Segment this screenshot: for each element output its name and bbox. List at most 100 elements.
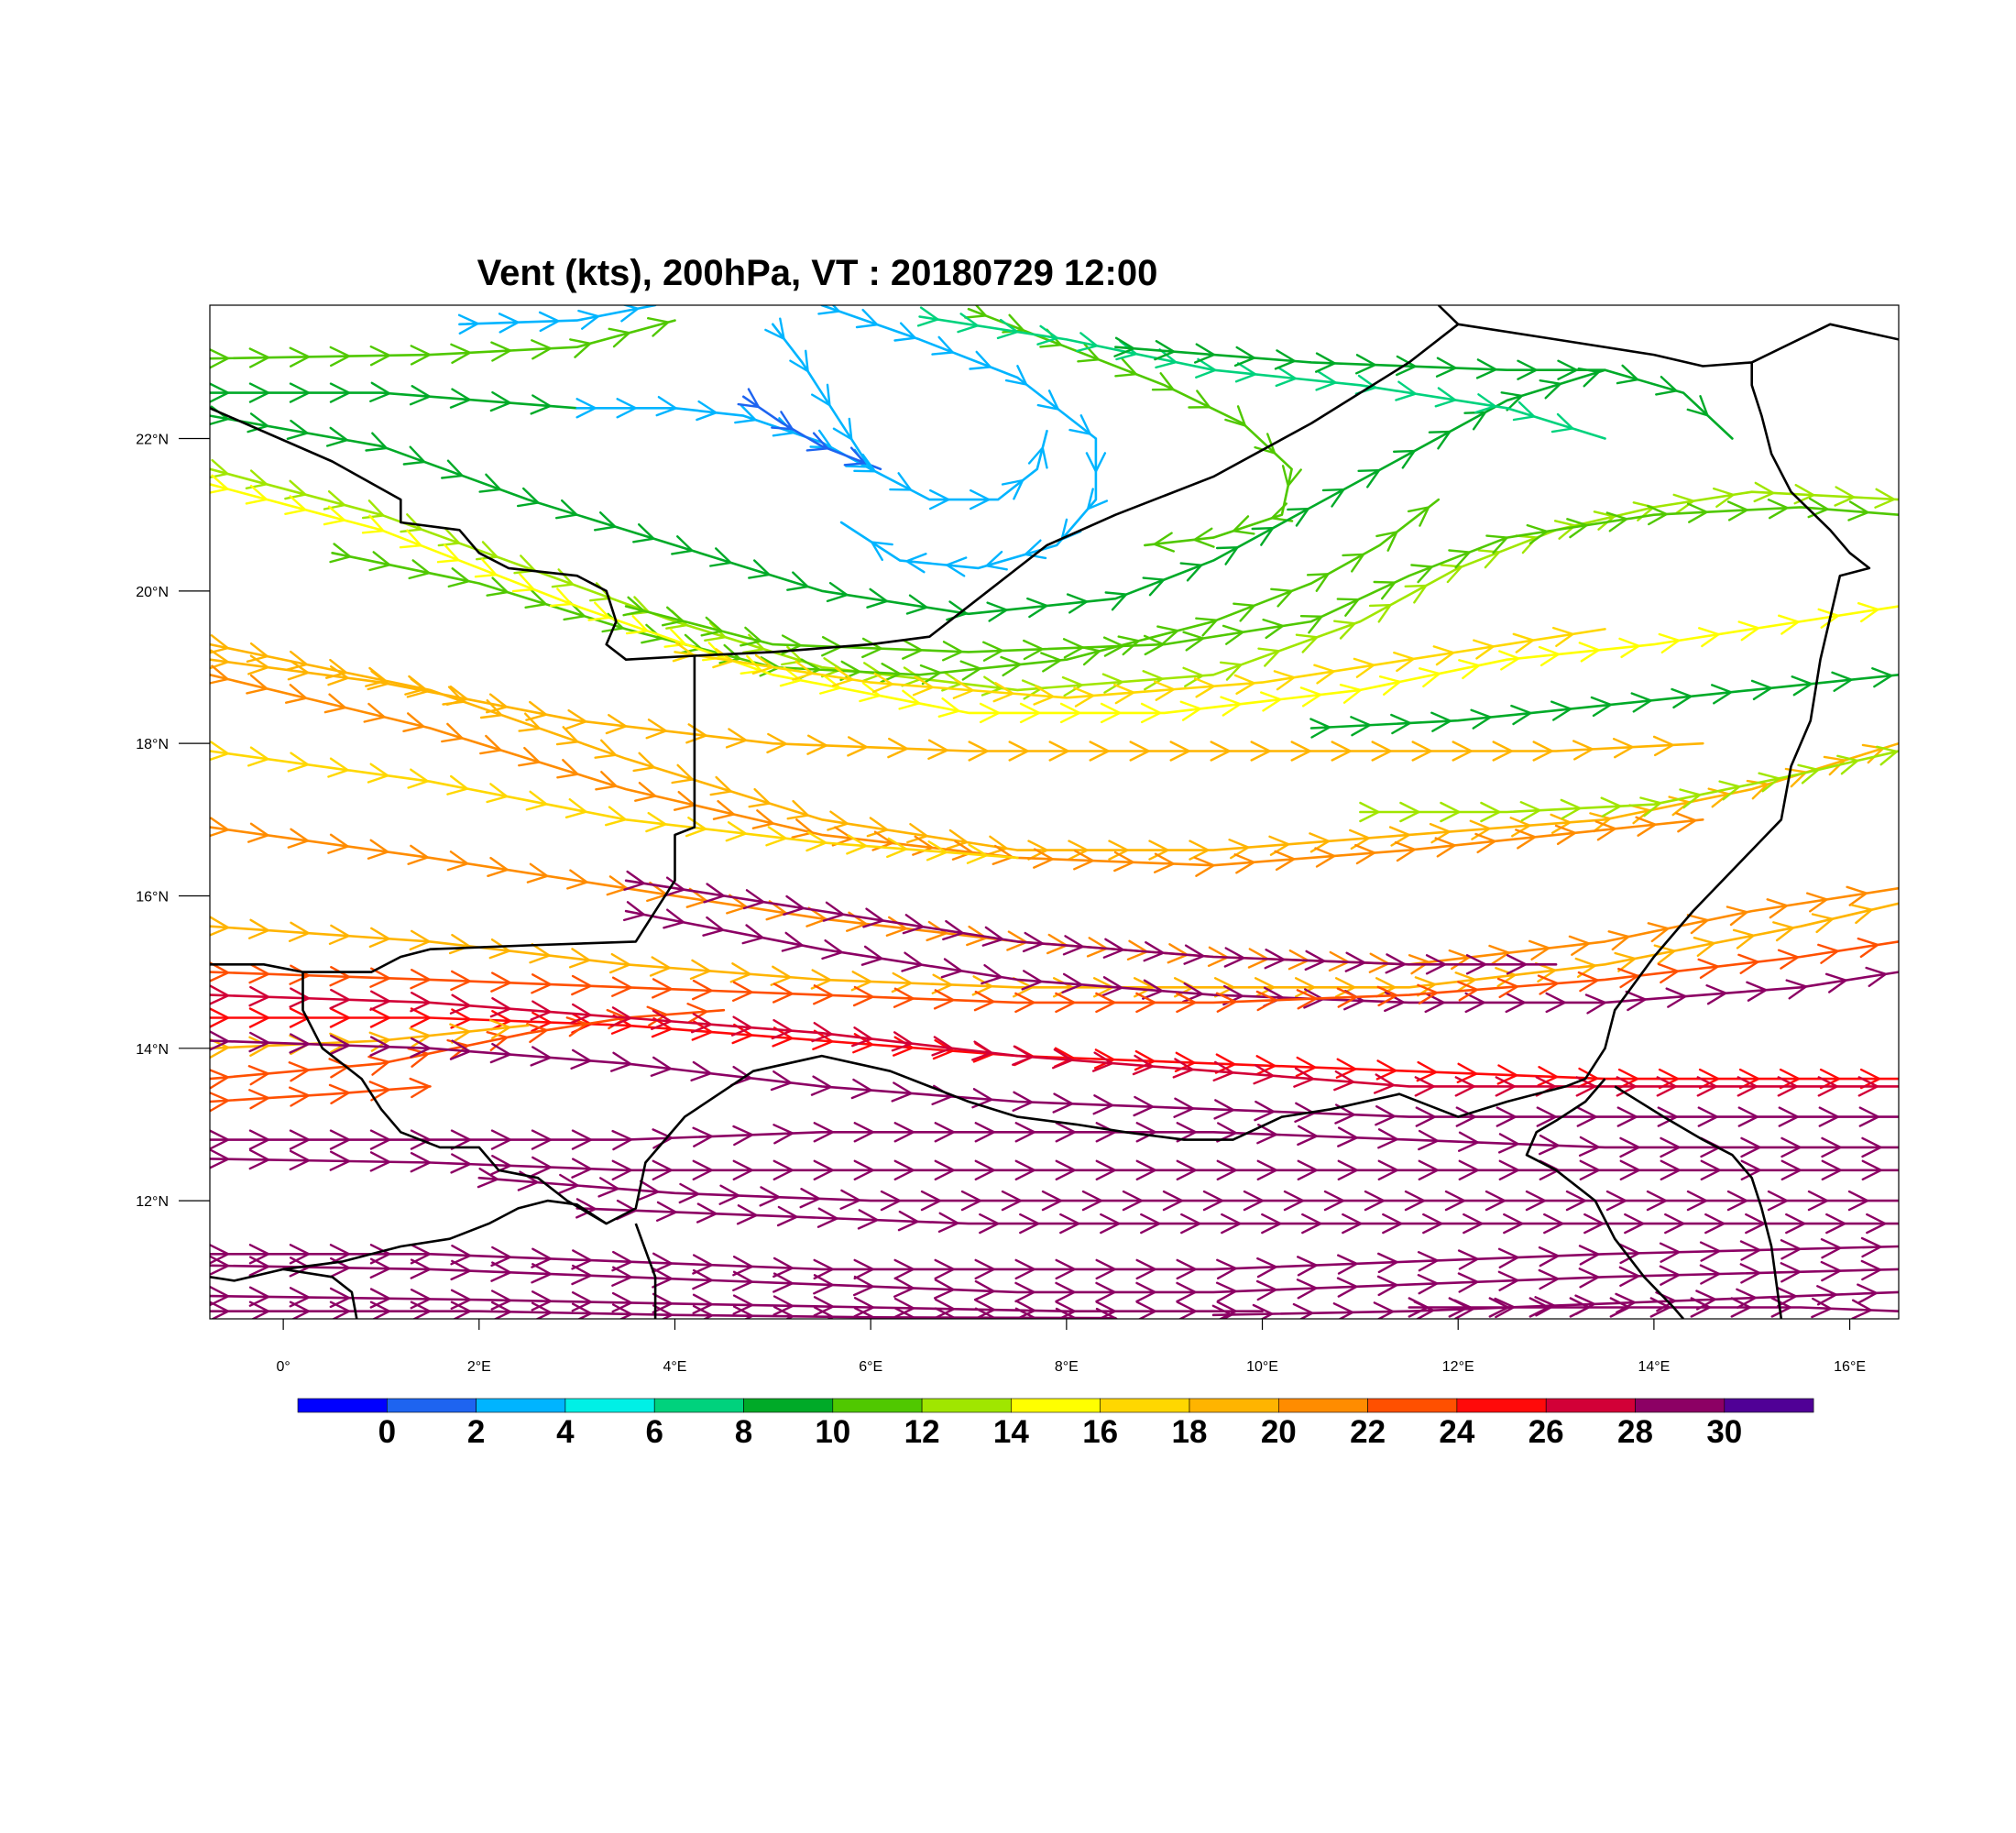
streamline-arrow <box>1257 647 1282 667</box>
streamline-arrow <box>656 1201 679 1222</box>
streamline-arrow <box>996 318 1020 340</box>
streamline-arrow <box>912 675 936 697</box>
streamline-17 <box>210 658 1704 752</box>
colorbar-swatch <box>1724 1398 1814 1413</box>
streamline-arrow <box>731 1023 755 1045</box>
streamline-arrow <box>210 916 231 937</box>
streamline-arrow <box>946 829 970 850</box>
streamline-arrow <box>781 931 805 952</box>
colorbar-label: 4 <box>556 1414 575 1450</box>
streamline-arrow <box>289 1129 312 1150</box>
streamline-arrow <box>974 1258 997 1280</box>
streamline-arrow <box>1404 1190 1427 1212</box>
streamline-arrow <box>575 1198 598 1219</box>
streamline-arrow <box>1287 507 1311 527</box>
streamline-arrow <box>525 700 549 721</box>
streamline-arrow <box>210 1301 231 1319</box>
streamline-arrow <box>1537 974 1561 995</box>
streamline-arrow <box>1418 1129 1441 1151</box>
streamline-arrow <box>531 1263 553 1284</box>
streamline-arrow <box>1811 1297 1834 1319</box>
streamline-arrow <box>1215 992 1239 1013</box>
streamline-arrow <box>1875 745 1899 766</box>
streamline-arrow <box>933 989 957 1010</box>
streamline-arrow <box>1473 639 1496 660</box>
streamline-arrow <box>1262 618 1286 640</box>
streamline-arrow <box>934 1279 957 1300</box>
streamline-arrow <box>1193 677 1217 698</box>
streamline-arrow <box>1155 348 1178 369</box>
streamline-arrow <box>1509 817 1533 838</box>
streamline-arrow <box>919 664 943 686</box>
streamline-arrow <box>1410 564 1435 584</box>
streamline-arrow <box>571 974 594 996</box>
colorbar-label: 16 <box>1082 1414 1118 1450</box>
streamline-arrow <box>530 1046 553 1067</box>
streamline-arrow <box>1448 1297 1471 1318</box>
streamline-arrow <box>1195 357 1218 379</box>
streamline-arrow <box>1693 937 1717 957</box>
streamline-arrow <box>843 446 868 466</box>
streamline-arrow <box>1753 481 1776 503</box>
streamline-arrow <box>210 1069 231 1090</box>
colorbar-label: 8 <box>735 1414 752 1450</box>
streamline-arrow <box>1618 1243 1641 1265</box>
streamline-arrow <box>1169 741 1192 762</box>
streamline-arrow <box>1672 493 1696 514</box>
streamline-arrow <box>1296 989 1319 1010</box>
streamline-arrow <box>409 1077 433 1099</box>
streamline-arrow <box>531 1129 553 1150</box>
streamline-arrow <box>934 1159 957 1180</box>
streamline-24 <box>624 879 1558 966</box>
streamline-arrow <box>1013 977 1035 998</box>
streamline-arrow <box>1134 1049 1157 1071</box>
streamline-arrow <box>571 1158 594 1179</box>
streamline-arrow <box>248 1007 271 1028</box>
streamline-arrow <box>556 759 580 779</box>
streamline-arrow <box>1333 620 1357 640</box>
streamline-arrow <box>1313 664 1337 685</box>
streamline-arrow <box>399 529 423 549</box>
streamline-arrow <box>1686 914 1711 935</box>
streamline-arrow <box>531 339 553 360</box>
streamline-arrow <box>832 417 853 442</box>
streamline-arrow <box>986 601 1010 622</box>
streamline-arrow <box>937 697 961 718</box>
streamline-arrow <box>1495 1076 1517 1097</box>
streamline-arrow <box>1156 625 1180 646</box>
streamline-arrow <box>1008 741 1031 762</box>
streamline-arrow <box>1296 1279 1320 1300</box>
streamline-arrow <box>248 918 271 939</box>
streamline-arrow <box>210 1285 231 1307</box>
streamline-arrow <box>1609 1297 1632 1318</box>
streamline-30 <box>210 1085 432 1103</box>
streamline-arrow <box>1014 992 1037 1014</box>
streamline-arrow <box>1339 684 1364 704</box>
streamline-arrow <box>1342 1213 1364 1235</box>
streamline-arrow <box>498 313 521 334</box>
streamline-arrow <box>662 606 685 627</box>
streamline-arrow <box>1624 1213 1646 1235</box>
streamline-arrow <box>620 305 641 323</box>
streamline-arrow <box>1336 1277 1360 1298</box>
streamline-arrow <box>696 1202 719 1224</box>
streamline-arrow <box>893 322 918 342</box>
streamline-arrow <box>791 818 816 839</box>
streamline-arrow <box>1140 702 1163 724</box>
streamline-arrow <box>1012 1091 1035 1112</box>
streamline-4 <box>741 395 882 471</box>
streamline-arrow <box>289 1033 312 1054</box>
streamline-arrow <box>490 341 513 362</box>
streamline-arrow <box>893 1036 915 1057</box>
streamline-arrow <box>1858 1106 1881 1127</box>
streamline-arrow <box>645 811 669 833</box>
streamline-arrow <box>893 1297 916 1319</box>
streamline-arrow <box>916 306 941 327</box>
streamline-arrow <box>210 984 231 1005</box>
streamline-arrow <box>1776 1286 1799 1308</box>
streamline-arrow <box>1355 354 1378 375</box>
y-tick-label: 14°N <box>136 1042 169 1058</box>
streamline-arrow <box>1219 661 1244 681</box>
streamline-arrow <box>490 1155 513 1176</box>
